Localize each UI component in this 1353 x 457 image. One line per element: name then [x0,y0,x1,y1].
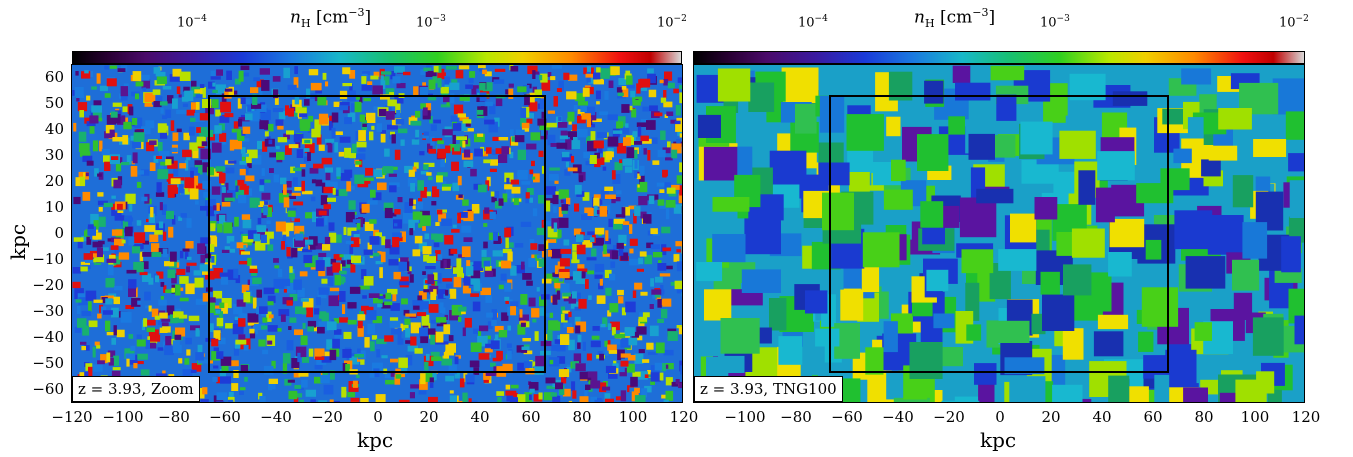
y-tick-label: −30 [32,302,64,320]
x-tick-label: 0 [995,408,1005,426]
y-tick-label: 60 [44,68,64,86]
density-map-zoom [71,64,683,403]
x-tick-label: −80 [158,408,190,426]
y-tick-label: −20 [32,276,64,294]
x-tick-label: −100 [724,408,766,426]
x-tick-label: −20 [311,408,343,426]
y-tick-label: 40 [44,120,64,138]
x-tick-label: −20 [933,408,965,426]
colorbar-tick-left-2: 10−2 [657,14,687,31]
x-axis-label-left: kpc [357,428,394,452]
left-panel: nH [cm−3] 10−4 10−3 10−2 z = 3.93, Zoom … [6,6,698,452]
x-tick-label: 120 [669,408,699,426]
colorbar-label-left: nH [cm−3] [290,6,372,31]
density-map-zoom-svg [72,65,682,402]
colorbar-label-right: nH [cm−3] [914,6,996,31]
colorbar-tick-right-2: 10−2 [1279,14,1309,31]
y-tick-label: 50 [44,94,64,112]
x-tick-label: 120 [1291,408,1321,426]
density-map-tng100 [693,64,1305,403]
panel-caption-tng100: z = 3.93, TNG100 [694,376,843,402]
x-tick-label: −80 [780,408,812,426]
x-tick-label: 20 [419,408,439,426]
x-tick-label: 0 [373,408,383,426]
y-tick-label: 20 [44,172,64,190]
colorbar-tick-right-0: 10−4 [798,14,828,31]
y-tick-label: −40 [32,328,64,346]
x-tick-label: 40 [470,408,490,426]
colorbar-tick-left-0: 10−4 [177,14,207,31]
y-tick-label: −60 [32,380,64,398]
colorbar-left [72,51,682,64]
x-tick-label: 100 [1240,408,1270,426]
x-tick-label: 40 [1092,408,1112,426]
panel-caption-zoom: z = 3.93, Zoom [72,376,200,402]
x-tick-label: 60 [521,408,541,426]
colorbar-tick-left-1: 10−3 [416,14,446,31]
density-map-tng100-svg [696,65,1304,402]
x-tick-label: 80 [1194,408,1214,426]
x-tick-label: −100 [102,408,144,426]
x-tick-label: 60 [1143,408,1163,426]
y-tick-label: 30 [44,146,64,164]
x-tick-label: −60 [831,408,863,426]
x-axis-label-right: kpc [980,428,1017,452]
x-tick-label: 80 [572,408,592,426]
y-tick-label: −10 [32,250,64,268]
x-tick-label: −40 [882,408,914,426]
y-tick-label: 10 [44,198,64,216]
region-box-tng100 [829,95,1169,373]
x-tick-label: 100 [618,408,648,426]
region-box-zoom [208,95,546,373]
x-tick-label: −60 [209,408,241,426]
x-tick-label: −120 [51,408,93,426]
x-tick-label: 20 [1041,408,1061,426]
colorbar-right [693,51,1305,64]
y-tick-label: −50 [32,354,64,372]
x-tick-label: −40 [260,408,292,426]
y-tick-label: 0 [54,224,64,242]
colorbar-tick-right-1: 10−3 [1040,14,1070,31]
